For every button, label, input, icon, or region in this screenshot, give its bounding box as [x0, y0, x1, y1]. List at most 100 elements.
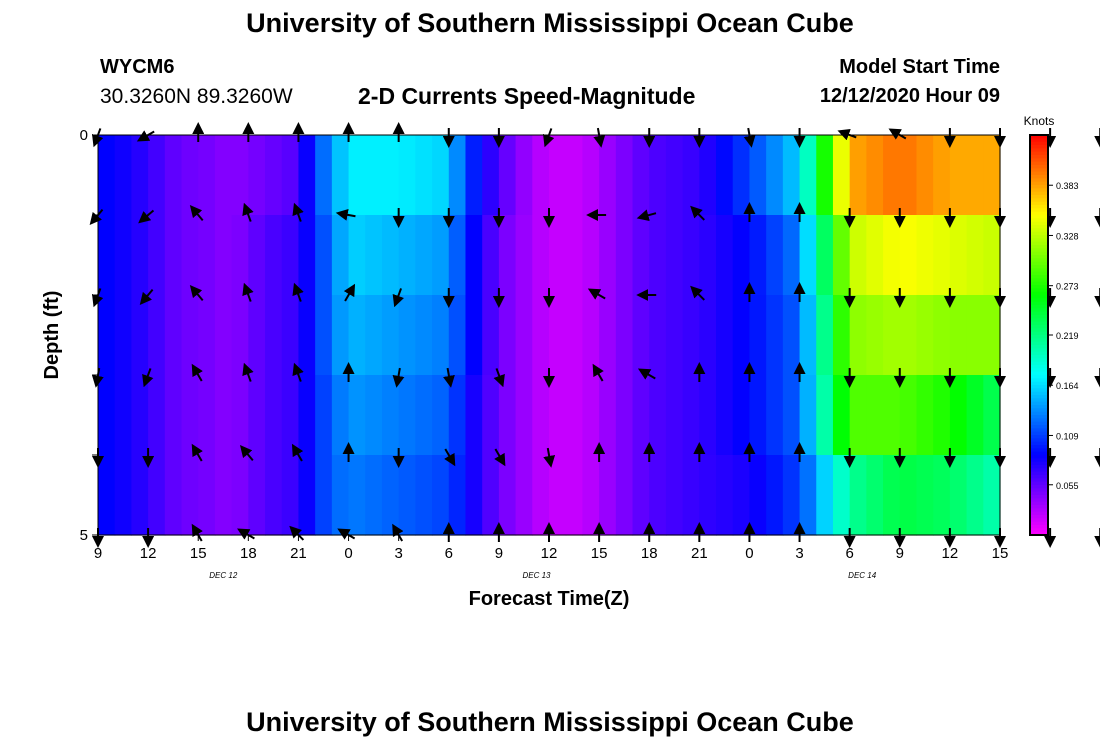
heatmap-cell — [415, 455, 433, 536]
colorbar-segment — [1030, 315, 1048, 319]
heatmap-cell — [933, 455, 951, 536]
current-arrow — [443, 367, 455, 388]
current-arrow — [592, 363, 604, 382]
heatmap-cell — [498, 375, 517, 456]
heatmap-cell — [799, 455, 817, 536]
colorbar-segment — [1030, 185, 1048, 189]
heatmap-cell — [448, 295, 467, 376]
heatmap-cell — [582, 135, 600, 216]
heatmap-cell — [398, 295, 416, 376]
colorbar-segment — [1030, 451, 1048, 456]
colorbar-segment — [1030, 251, 1048, 256]
heatmap-cell — [365, 455, 383, 536]
model-start-time: 12/12/2020 Hour 09 — [819, 85, 1000, 107]
colorbar-segment — [1030, 211, 1048, 216]
colorbar-segment — [1030, 335, 1048, 339]
colorbar-segment — [1030, 288, 1048, 293]
current-arrow — [690, 205, 705, 221]
heatmap-cell — [365, 375, 383, 456]
colorbar-segment — [1030, 321, 1048, 326]
heatmap-cell — [582, 295, 600, 376]
heatmap-cell — [348, 455, 366, 536]
colorbar-segment — [1030, 465, 1048, 469]
heatmap-cell — [315, 295, 333, 376]
heatmap-cell — [515, 215, 533, 296]
heatmap-cell — [883, 135, 901, 216]
heatmap-cell — [949, 375, 968, 456]
heatmap-cell — [298, 375, 316, 456]
heatmap-cell — [699, 455, 717, 536]
heatmap-cell — [782, 455, 801, 536]
heatmap-cell — [348, 295, 366, 376]
current-arrow — [242, 202, 254, 222]
y-axis-label: Depth (ft) — [41, 291, 63, 380]
heatmap-cell — [248, 295, 266, 376]
colorbar-segment — [1030, 378, 1048, 383]
colorbar-segment — [1030, 341, 1048, 346]
heatmap-cell — [899, 375, 918, 456]
heatmap-cell — [381, 215, 400, 296]
heatmap-cell — [916, 455, 934, 536]
colorbar-tick-label: 0.164 — [1056, 381, 1079, 391]
heatmap-cell — [515, 295, 533, 376]
heatmap-cell — [265, 375, 283, 456]
heatmap-cell — [782, 375, 801, 456]
colorbar-segment — [1030, 388, 1048, 393]
heatmap-cell — [582, 215, 600, 296]
colorbar-segment — [1030, 245, 1048, 249]
heatmap-cell — [866, 295, 884, 376]
heatmap-cell — [532, 135, 550, 216]
colorbar-segment — [1030, 445, 1048, 449]
current-arrow — [636, 209, 657, 222]
heatmap-cell — [131, 455, 149, 536]
x-tick-label: 15 — [992, 545, 1009, 562]
heatmap-cell — [849, 375, 867, 456]
colorbar-segment — [1030, 141, 1048, 146]
colorbar-segment — [1030, 308, 1048, 313]
heatmap-cell — [482, 375, 500, 456]
heatmap-cell — [515, 375, 533, 456]
y-tick-label: 0 — [80, 127, 88, 144]
colorbar-segment — [1030, 485, 1048, 489]
colorbar-segment — [1030, 478, 1048, 483]
colorbar-tick-label: 0.383 — [1056, 181, 1079, 191]
heatmap-cell — [549, 375, 567, 456]
heatmap-cell — [549, 295, 567, 376]
colorbar-segment — [1030, 371, 1048, 376]
colorbar-segment — [1030, 331, 1048, 336]
heatmap-cell — [465, 295, 483, 376]
colorbar-segment — [1030, 448, 1048, 453]
heatmap-cell — [214, 375, 233, 456]
colorbar-segment — [1030, 191, 1048, 196]
colorbar-segment — [1030, 311, 1048, 316]
heatmap-cell — [983, 295, 1001, 376]
colorbar-segment — [1030, 155, 1048, 159]
heatmap-cell — [298, 215, 316, 296]
x-tick-label: 12 — [541, 545, 558, 562]
colorbar-tick-label: 0.055 — [1056, 481, 1079, 491]
heatmap-cell — [231, 135, 249, 216]
colorbar-segment — [1030, 508, 1048, 513]
page-title-top: University of Southern Mississippi Ocean… — [246, 8, 854, 38]
heatmap-cell — [114, 295, 132, 376]
colorbar-segment — [1030, 365, 1048, 369]
station-id: WYCM6 — [100, 56, 175, 78]
colorbar-segment — [1030, 418, 1048, 423]
heatmap-cell — [832, 455, 851, 536]
colorbar-segment — [1030, 391, 1048, 396]
current-arrow — [690, 285, 705, 301]
colorbar-tick-label: 0.273 — [1056, 282, 1079, 292]
heatmap-cell — [732, 135, 751, 216]
colorbar-segment — [1030, 295, 1048, 299]
heatmap-cell — [98, 135, 116, 216]
colorbar-segment — [1030, 518, 1048, 523]
heatmap-cell — [298, 455, 316, 536]
colorbar-segment — [1030, 221, 1048, 226]
heatmap-cell — [448, 375, 467, 456]
current-arrow — [291, 443, 304, 462]
heatmap-cell — [365, 135, 383, 216]
heatmap-cell — [415, 135, 433, 216]
colorbar-segment — [1030, 361, 1048, 366]
heatmap-cell — [883, 375, 901, 456]
heatmap-cell — [448, 135, 467, 216]
